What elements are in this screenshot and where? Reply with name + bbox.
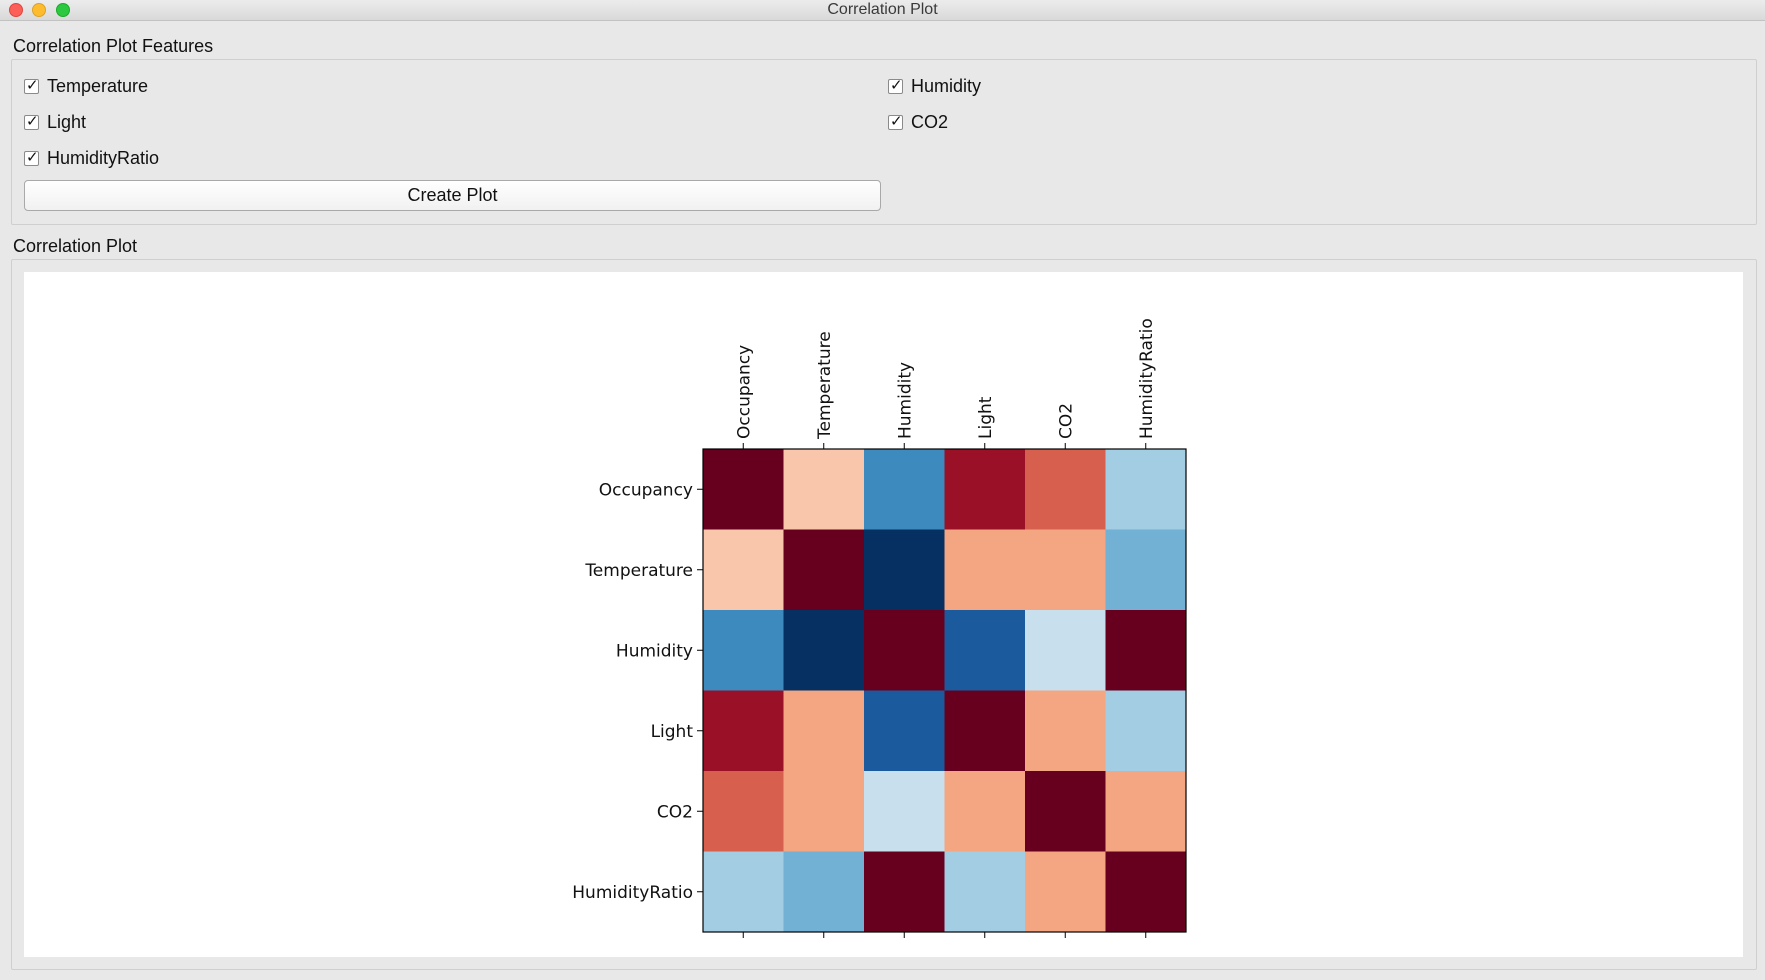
heatmap-cell-1-2 bbox=[864, 529, 945, 611]
checkbox-humidityratio-label: HumidityRatio bbox=[47, 148, 160, 168]
heatmap-cell-3-4 bbox=[1025, 690, 1106, 772]
checkbox-light-label: Light bbox=[47, 112, 87, 132]
y-tick-label: HumidityRatio bbox=[572, 883, 693, 903]
heatmap-cell-5-2 bbox=[864, 851, 945, 933]
correlation-heatmap: Occupancy Temperature Humidity Light CO2 Humi… bbox=[572, 318, 1187, 938]
y-tick-label: Light bbox=[651, 722, 694, 742]
x-tick-label: HumidityRatio bbox=[1137, 318, 1157, 439]
checkbox-temperature[interactable]: Temperature bbox=[24, 76, 148, 97]
title-bar: Correlation Plot bbox=[0, 0, 1765, 21]
maximize-window-button[interactable] bbox=[56, 3, 70, 17]
heatmap-cell-3-5 bbox=[1105, 690, 1187, 772]
heatmap-cell-0-2 bbox=[864, 449, 945, 530]
heatmap-cell-0-5 bbox=[1105, 449, 1187, 530]
heatmap-cell-2-4 bbox=[1025, 610, 1106, 691]
x-tick-label: Light bbox=[976, 396, 996, 439]
heatmap-cell-5-5 bbox=[1105, 851, 1187, 933]
checkbox-humidityratio[interactable]: HumidityRatio bbox=[24, 148, 159, 169]
y-tick-label: Temperature bbox=[584, 561, 693, 581]
heatmap-cell-2-3 bbox=[944, 610, 1026, 691]
checkbox-light-box[interactable] bbox=[24, 112, 39, 130]
heatmap-cell-4-5 bbox=[1105, 771, 1187, 852]
heatmap-cell-1-1 bbox=[783, 529, 865, 611]
plot-canvas: Occupancy Temperature Humidity Light CO2 Humi… bbox=[24, 272, 1743, 957]
heatmap-cell-1-3 bbox=[944, 529, 1026, 611]
heatmap-cell-3-3 bbox=[944, 690, 1026, 772]
checkbox-humidityratio-box[interactable] bbox=[24, 148, 39, 166]
heatmap-cell-3-0 bbox=[703, 690, 784, 772]
heatmap-cell-3-1 bbox=[783, 690, 865, 772]
checkbox-temperature-label: Temperature bbox=[47, 76, 149, 96]
heatmap-cell-1-4 bbox=[1025, 529, 1106, 611]
x-tick-label: Occupancy bbox=[734, 345, 754, 439]
x-tick-label: CO2 bbox=[1056, 403, 1076, 439]
y-tick-label: Occupancy bbox=[599, 480, 693, 500]
y-tick-label: CO2 bbox=[657, 802, 693, 822]
close-window-button[interactable] bbox=[9, 3, 23, 17]
heatmap-cell-2-5 bbox=[1105, 610, 1187, 691]
checkbox-humidity-box[interactable] bbox=[888, 76, 903, 94]
heatmap-cell-0-0 bbox=[703, 449, 784, 530]
checkbox-humidity[interactable]: Humidity bbox=[888, 76, 981, 97]
x-tick-label: Temperature bbox=[815, 331, 835, 440]
y-tick-label: Humidity bbox=[616, 641, 693, 661]
checkbox-light[interactable]: Light bbox=[24, 112, 86, 133]
heatmap-cell-5-0 bbox=[703, 851, 784, 933]
heatmap-cell-4-3 bbox=[944, 771, 1026, 852]
checkbox-co2-box[interactable] bbox=[888, 112, 903, 130]
heatmap-cell-0-3 bbox=[944, 449, 1026, 530]
plot-group-title: Correlation Plot bbox=[13, 236, 138, 256]
heatmap-cell-1-5 bbox=[1105, 529, 1187, 611]
heatmap-cell-4-1 bbox=[783, 771, 865, 852]
checkbox-co2-label: CO2 bbox=[911, 112, 949, 132]
heatmap-cell-0-4 bbox=[1025, 449, 1106, 530]
heatmap-cell-2-2 bbox=[864, 610, 945, 691]
heatmap-cell-2-1 bbox=[783, 610, 865, 691]
minimize-window-button[interactable] bbox=[32, 3, 46, 17]
heatmap-frame bbox=[702, 448, 1187, 933]
heatmap-cell-3-2 bbox=[864, 690, 945, 772]
window-title: Correlation Plot bbox=[827, 1, 938, 18]
create-plot-button[interactable]: Create Plot bbox=[24, 180, 881, 211]
heatmap-cell-5-4 bbox=[1025, 851, 1106, 933]
heatmap-cell-5-3 bbox=[944, 851, 1026, 933]
checkbox-temperature-box[interactable] bbox=[24, 76, 39, 94]
x-tick-label: Humidity bbox=[895, 362, 915, 439]
heatmap-cell-2-0 bbox=[703, 610, 784, 691]
heatmap-cell-1-0 bbox=[703, 529, 784, 611]
checkbox-co2[interactable]: CO2 bbox=[888, 112, 948, 133]
heatmap-cell-4-2 bbox=[864, 771, 945, 852]
heatmap-cell-0-1 bbox=[783, 449, 865, 530]
checkbox-humidity-label: Humidity bbox=[911, 76, 982, 96]
heatmap-cell-4-4 bbox=[1025, 771, 1106, 852]
heatmap-cell-5-1 bbox=[783, 851, 865, 933]
features-group-title: Correlation Plot Features bbox=[13, 36, 214, 56]
heatmap-cell-4-0 bbox=[703, 771, 784, 852]
